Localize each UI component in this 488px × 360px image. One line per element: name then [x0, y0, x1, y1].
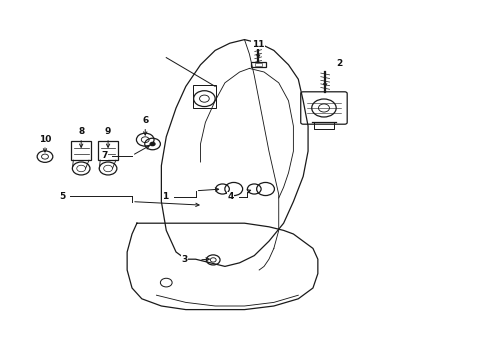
Bar [250, 62, 265, 67]
Text: 5: 5 [59, 192, 65, 201]
Text: 11: 11 [251, 40, 264, 49]
Text: 1: 1 [162, 192, 168, 201]
Text: 8: 8 [78, 127, 84, 136]
Circle shape [149, 142, 155, 146]
Bar [71, 141, 91, 160]
Bar [192, 85, 216, 108]
Text: 3: 3 [182, 256, 187, 264]
Text: 7: 7 [101, 151, 107, 160]
FancyBboxPatch shape [300, 92, 346, 124]
Bar [254, 63, 261, 66]
Text: 10: 10 [39, 135, 51, 144]
Text: 6: 6 [142, 116, 148, 125]
Bar [98, 141, 118, 160]
Text: 4: 4 [227, 192, 234, 201]
Text: 9: 9 [104, 127, 111, 136]
Text: 2: 2 [335, 58, 341, 68]
